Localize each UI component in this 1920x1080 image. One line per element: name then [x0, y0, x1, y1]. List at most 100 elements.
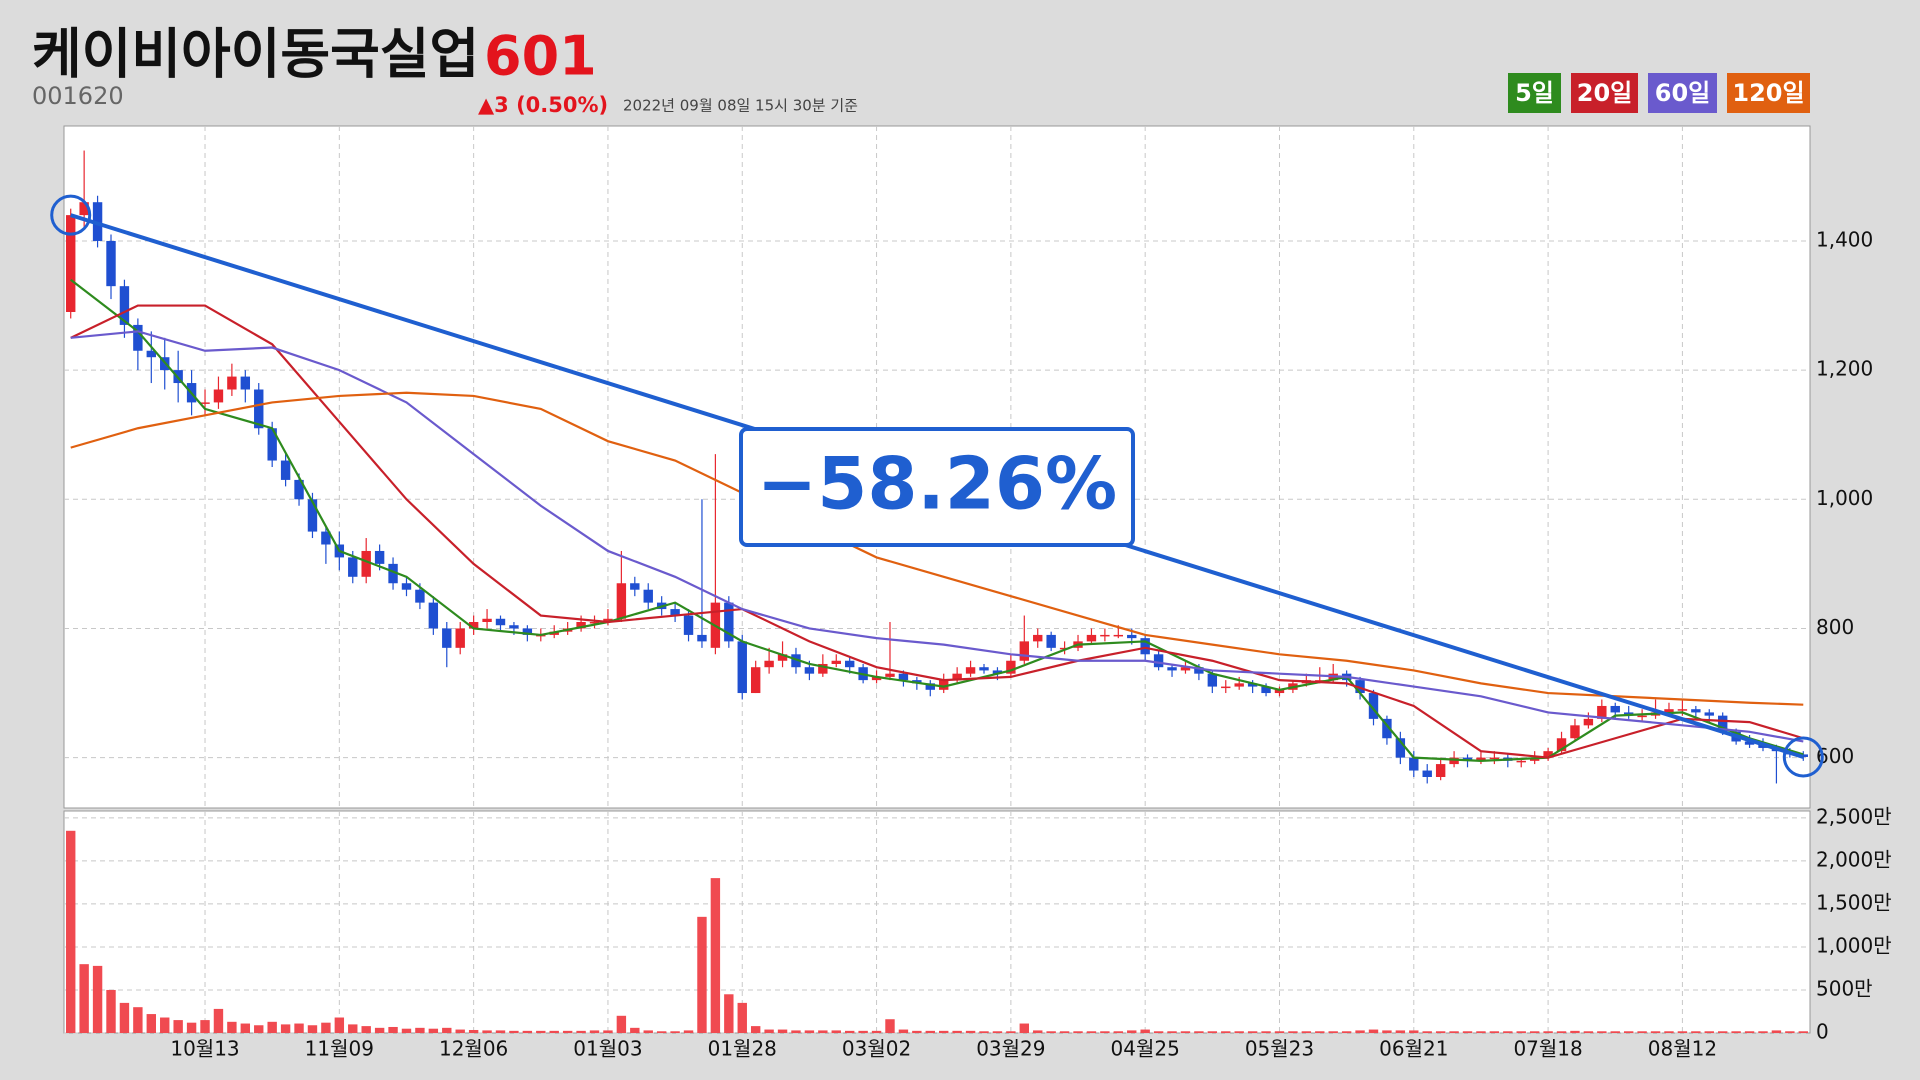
candle-body	[831, 660, 841, 664]
volume-bar	[952, 1030, 962, 1033]
volume-bar	[1382, 1030, 1392, 1033]
candle-body	[1610, 705, 1620, 713]
volume-bar	[683, 1030, 694, 1033]
volume-bar	[1650, 1031, 1661, 1033]
candle-body	[1086, 634, 1097, 642]
volume-bar	[750, 1026, 761, 1033]
y-tick-label: 1,000	[1816, 486, 1873, 510]
candle-body	[361, 550, 371, 577]
volume-bar	[1341, 1031, 1352, 1033]
volume-bar	[1529, 1031, 1540, 1033]
x-tick-label: 11월09	[305, 1037, 374, 1061]
volume-bar	[1691, 1031, 1701, 1033]
candle-body	[1597, 705, 1607, 719]
candle-body	[509, 625, 519, 629]
volume-bar	[1127, 1030, 1137, 1033]
volume-bar	[280, 1024, 291, 1033]
volume-bar	[965, 1030, 976, 1033]
volume-bar	[92, 965, 103, 1033]
volume-bar	[66, 830, 76, 1033]
candle-body	[885, 673, 895, 677]
candle-body	[1153, 654, 1164, 668]
candle-body	[1583, 718, 1594, 726]
volume-bar	[254, 1025, 264, 1033]
x-tick-label: 10월13	[170, 1037, 239, 1061]
x-tick-label: 05월23	[1245, 1037, 1314, 1061]
volume-bar	[1153, 1031, 1164, 1033]
candle-body	[66, 215, 76, 312]
volume-bar	[1717, 1031, 1728, 1033]
candle-body	[871, 676, 882, 681]
candle-body	[1516, 760, 1526, 763]
volume-bar	[1046, 1031, 1056, 1033]
volume-bar	[871, 1030, 882, 1033]
volume-bar	[1221, 1031, 1231, 1033]
volume-bar	[495, 1030, 506, 1033]
candle-body	[401, 583, 412, 590]
candle-body	[1180, 667, 1191, 671]
candle-body	[1556, 738, 1567, 752]
candle-body	[603, 618, 613, 622]
volume-bar	[1274, 1031, 1285, 1033]
candle-body	[724, 602, 734, 642]
volume-bar	[294, 1023, 304, 1033]
volume-bar	[509, 1030, 519, 1033]
volume-bar	[656, 1031, 667, 1033]
candle-body	[844, 660, 855, 668]
volume-bar	[630, 1027, 640, 1033]
volume-bar	[1180, 1031, 1191, 1033]
volume-bar	[1731, 1031, 1741, 1033]
x-tick-label: 04월25	[1111, 1037, 1180, 1061]
volume-bar	[1785, 1031, 1795, 1033]
candle-body	[1194, 667, 1204, 674]
volume-bar	[1422, 1031, 1432, 1033]
candle-body	[133, 324, 143, 351]
volume-bar	[576, 1030, 586, 1033]
volume-bar	[1409, 1030, 1419, 1033]
candle-body	[1435, 764, 1446, 777]
y-tick-label: 1,200	[1816, 357, 1873, 381]
volume-bar	[589, 1030, 600, 1033]
volume-bar	[1597, 1031, 1607, 1033]
candle-body	[1395, 738, 1406, 758]
volume-bar	[1086, 1031, 1097, 1033]
candle-body	[965, 667, 976, 674]
candle-body	[1637, 715, 1647, 718]
volume-bar	[1355, 1030, 1365, 1033]
candle-body	[1744, 741, 1755, 745]
volume-bar	[361, 1026, 371, 1033]
volume-bar	[992, 1031, 1003, 1033]
candle-body	[1274, 689, 1285, 694]
candle-body	[952, 673, 962, 681]
candle-body	[213, 389, 224, 403]
y-tick-label: 800	[1816, 615, 1854, 639]
volume-bar	[1664, 1031, 1674, 1033]
candle-body	[630, 583, 640, 590]
volume-bar	[428, 1028, 439, 1033]
volume-bar	[777, 1029, 788, 1033]
volume-bar	[804, 1030, 815, 1033]
candle-body	[818, 663, 828, 674]
volume-panel	[63, 810, 1811, 1034]
legend-swatch	[1648, 73, 1717, 113]
volume-bar	[858, 1030, 868, 1033]
candle-body	[468, 622, 479, 629]
candle-body	[616, 583, 627, 619]
candle-body	[1247, 683, 1258, 687]
volume-bar	[1261, 1031, 1271, 1033]
volume-bar	[468, 1029, 479, 1033]
candle-body	[1019, 641, 1030, 661]
candle-body	[1489, 757, 1500, 760]
legend-label: 120일	[1732, 79, 1804, 107]
volume-bar	[227, 1021, 237, 1033]
legend-swatch	[1727, 73, 1810, 113]
volume-bar	[1637, 1031, 1647, 1033]
candle-body	[254, 389, 264, 429]
volume-bar	[1583, 1031, 1594, 1033]
volume-bar	[1100, 1031, 1110, 1033]
candle-body	[455, 628, 465, 648]
legend-swatch	[1508, 73, 1561, 113]
volume-bar	[1516, 1031, 1526, 1033]
y-tick-label: 2,500만	[1816, 804, 1892, 828]
moving-average-line	[70, 278, 1804, 762]
